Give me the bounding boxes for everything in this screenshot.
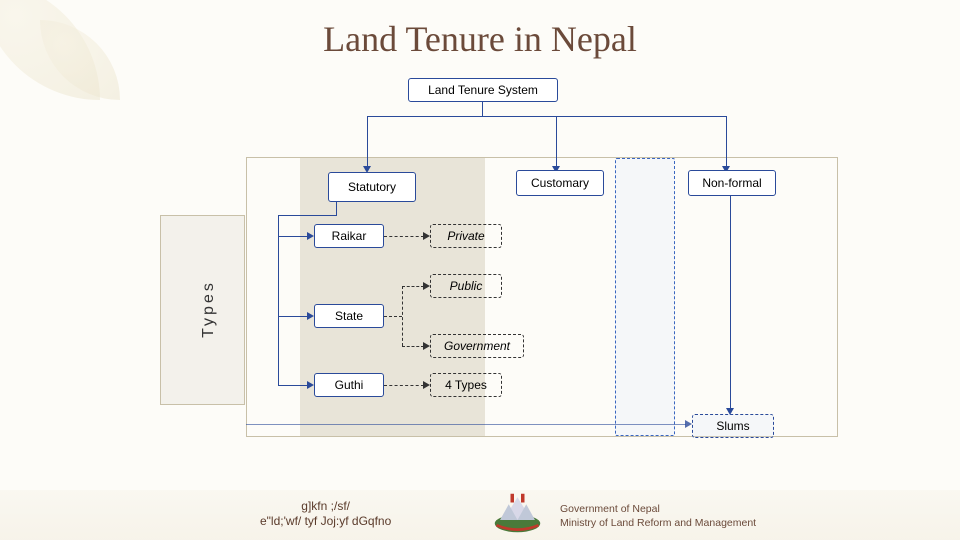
connector-dashed: [384, 236, 424, 237]
footer-left-text: g]kfn ;/sf/ e"ld;'wf/ tyf Joj:yf dGqfno: [260, 499, 391, 530]
footer-left-line2: e"ld;'wf/ tyf Joj:yf dGqfno: [260, 514, 391, 528]
connector: [726, 116, 727, 166]
public-box: Public: [430, 274, 502, 298]
slums-box: Slums: [692, 414, 774, 438]
footer-left-line1: g]kfn ;/sf/: [301, 499, 350, 513]
guthi-box: Guthi: [314, 373, 384, 397]
footer-right-line1: Government of Nepal: [560, 503, 660, 515]
nepal-emblem-icon: [490, 492, 545, 534]
arrow-icon: [307, 312, 314, 320]
connector-dashed: [402, 286, 403, 346]
types-label: Types: [200, 280, 218, 338]
connector: [336, 202, 337, 215]
statutory-box: Statutory: [328, 172, 416, 202]
arrow-icon: [423, 342, 430, 350]
arrow-icon: [423, 282, 430, 290]
footer-background: [0, 490, 960, 540]
connector: [278, 215, 279, 385]
arrow-icon: [307, 381, 314, 389]
arrow-icon: [685, 420, 692, 428]
raikar-box: Raikar: [314, 224, 384, 248]
connector: [278, 385, 308, 386]
connector-dashed: [402, 286, 424, 287]
connector: [278, 316, 308, 317]
connector-dashed: [384, 385, 424, 386]
customary-box: Customary: [516, 170, 604, 196]
arrow-icon: [423, 381, 430, 389]
connector-dashed: [384, 316, 402, 317]
overlap-region: [615, 158, 675, 436]
connector: [246, 424, 686, 425]
root-box: Land Tenure System: [408, 78, 558, 102]
connector-dashed: [402, 346, 424, 347]
connector: [367, 116, 368, 166]
nonformal-box: Non-formal: [688, 170, 776, 196]
arrow-icon: [423, 232, 430, 240]
state-box: State: [314, 304, 384, 328]
connector: [278, 215, 337, 216]
private-box: Private: [430, 224, 502, 248]
government-box: Government: [430, 334, 524, 358]
connector: [482, 102, 483, 116]
footer-right-line2: Ministry of Land Reform and Management: [560, 517, 756, 529]
connector: [556, 116, 557, 166]
connector: [278, 236, 308, 237]
arrow-icon: [307, 232, 314, 240]
footer-right-text: Government of Nepal Ministry of Land Ref…: [560, 502, 756, 530]
page-title: Land Tenure in Nepal: [0, 18, 960, 60]
four-types-box: 4 Types: [430, 373, 502, 397]
connector: [730, 196, 731, 408]
connector: [367, 116, 727, 117]
